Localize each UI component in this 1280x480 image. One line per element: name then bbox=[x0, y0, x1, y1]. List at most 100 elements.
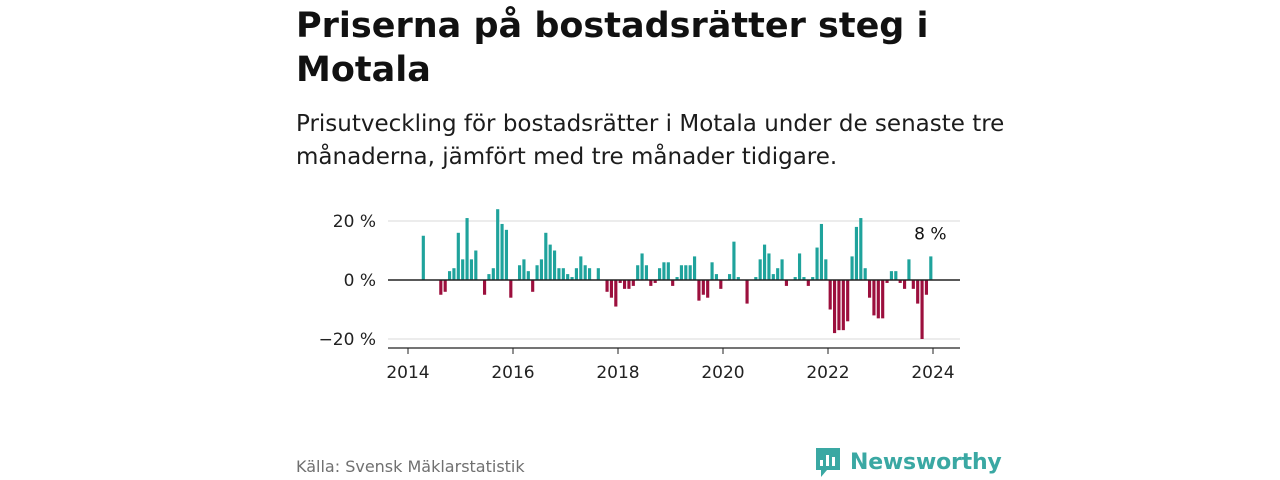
bar bbox=[679, 265, 684, 280]
bar bbox=[784, 280, 789, 286]
bar bbox=[754, 277, 758, 280]
x-tick-label: 2016 bbox=[491, 363, 534, 383]
bar bbox=[504, 229, 509, 280]
bar bbox=[797, 253, 802, 280]
bar bbox=[771, 274, 775, 280]
bar bbox=[863, 268, 867, 280]
x-tick-label: 2020 bbox=[701, 363, 744, 383]
chart-title: Priserna på bostadsrätter steg i Motala bbox=[296, 6, 929, 90]
bar bbox=[854, 226, 859, 280]
bar bbox=[806, 280, 810, 286]
bar bbox=[421, 235, 425, 280]
bar bbox=[692, 256, 697, 280]
chart-subtitle: Prisutveckling för bostadsrätter i Motal… bbox=[296, 111, 1005, 170]
source-note: Källa: Svensk Mäklarstatistik bbox=[296, 457, 525, 476]
latest-value-label: 8 % bbox=[914, 224, 946, 244]
bar bbox=[522, 259, 526, 280]
bar bbox=[439, 280, 443, 295]
bar bbox=[627, 280, 631, 289]
bar bbox=[758, 259, 762, 280]
bar bbox=[579, 256, 583, 280]
bar bbox=[727, 274, 732, 280]
bar bbox=[894, 271, 898, 280]
bar bbox=[907, 259, 911, 280]
axes: 20 % 0 % −20 % 2014 2016 2018 2020 2022 2024 bbox=[319, 212, 960, 383]
bar bbox=[552, 250, 557, 280]
bar bbox=[653, 280, 657, 283]
x-tick-label: 2014 bbox=[386, 363, 429, 383]
bar bbox=[570, 277, 574, 280]
bar bbox=[876, 280, 880, 319]
bar bbox=[889, 271, 894, 280]
bar bbox=[819, 223, 824, 280]
bar bbox=[622, 280, 627, 289]
bar bbox=[618, 280, 622, 283]
bar bbox=[837, 280, 841, 331]
bar bbox=[517, 265, 522, 280]
bar bbox=[474, 250, 478, 280]
bar bbox=[531, 280, 535, 292]
bar bbox=[447, 271, 452, 280]
bar bbox=[491, 268, 495, 280]
bar bbox=[574, 268, 579, 280]
bar bbox=[846, 280, 850, 322]
bar bbox=[535, 265, 539, 280]
bar bbox=[811, 277, 815, 280]
bar bbox=[929, 256, 933, 280]
bar bbox=[688, 265, 692, 280]
bar bbox=[710, 262, 714, 280]
bar bbox=[684, 265, 688, 280]
x-tick-label: 2024 bbox=[911, 363, 954, 383]
bar bbox=[719, 280, 723, 289]
bar bbox=[544, 232, 548, 280]
bar bbox=[815, 247, 819, 280]
bar bbox=[675, 277, 679, 280]
bar-series bbox=[421, 209, 933, 339]
bar bbox=[671, 280, 675, 286]
bar bbox=[666, 262, 670, 280]
bar bbox=[924, 280, 929, 295]
bar bbox=[636, 265, 640, 280]
bar bbox=[697, 280, 701, 301]
bar bbox=[461, 259, 465, 280]
bar bbox=[640, 253, 644, 280]
brand-logo: Newsworthy bbox=[814, 446, 1002, 478]
bar bbox=[548, 244, 552, 280]
bar bbox=[920, 280, 924, 339]
bar bbox=[916, 280, 920, 304]
bar bbox=[767, 253, 771, 280]
bar bbox=[644, 265, 649, 280]
bar bbox=[736, 277, 740, 280]
y-tick-label: 0 % bbox=[344, 271, 376, 291]
bar bbox=[841, 280, 845, 331]
bar bbox=[881, 280, 885, 319]
bar bbox=[487, 274, 491, 280]
bar bbox=[867, 280, 872, 298]
bar bbox=[596, 268, 600, 280]
bar bbox=[465, 218, 469, 280]
bar bbox=[902, 280, 907, 289]
bar bbox=[539, 259, 544, 280]
bar bbox=[745, 280, 749, 304]
bar bbox=[898, 280, 902, 283]
bar bbox=[828, 280, 832, 310]
bar bbox=[872, 280, 876, 316]
bar bbox=[631, 280, 635, 286]
bar bbox=[443, 280, 447, 292]
bar bbox=[802, 277, 806, 280]
bar bbox=[587, 268, 592, 280]
bar bbox=[500, 223, 504, 280]
y-tick-label: −20 % bbox=[319, 330, 376, 350]
bar bbox=[732, 241, 736, 280]
bar bbox=[780, 259, 784, 280]
bar bbox=[793, 277, 797, 280]
bar bbox=[583, 265, 587, 280]
bar bbox=[859, 218, 863, 280]
bar bbox=[496, 209, 500, 280]
bar bbox=[614, 280, 618, 307]
x-tick-label: 2018 bbox=[596, 363, 639, 383]
bar bbox=[701, 280, 705, 295]
bar bbox=[609, 280, 614, 298]
y-tick-label: 20 % bbox=[333, 212, 376, 232]
bar bbox=[832, 280, 837, 334]
